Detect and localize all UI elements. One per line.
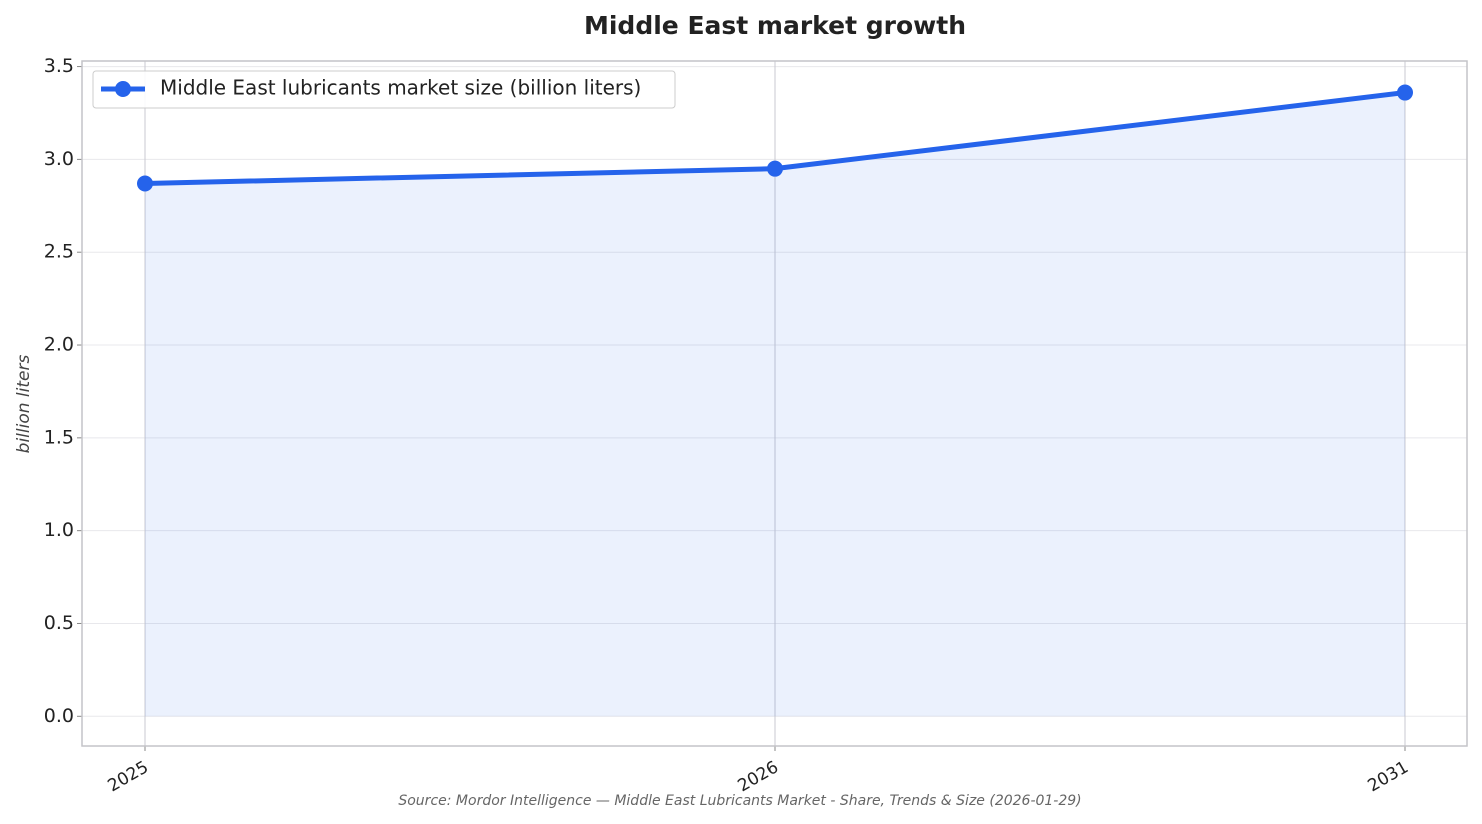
area	[145, 92, 1405, 717]
legend-box	[92, 70, 676, 109]
y-tick-label: 3.5	[44, 55, 74, 77]
chart-title: Middle East market growth	[584, 11, 966, 40]
point	[137, 175, 153, 192]
point	[1397, 84, 1413, 101]
legend-marker	[115, 81, 131, 97]
y-tick-label: 2.0	[44, 334, 74, 356]
y-tick-label: 0.5	[44, 612, 74, 634]
plot-frame	[81, 60, 1468, 747]
legend: Middle East lubricants market size (bill…	[92, 70, 676, 109]
source-note: Source: Mordor Intelligence — Middle Eas…	[398, 793, 1081, 809]
x-tick-label: 2026	[735, 757, 782, 796]
y-tick-label: 0.0	[44, 705, 74, 727]
y-tick-label: 1.0	[44, 519, 74, 541]
x-tick-label: 2031	[1365, 757, 1412, 796]
y-axis-label: billion liters	[14, 355, 34, 454]
y-tick-label: 1.5	[44, 426, 74, 448]
point	[767, 160, 783, 177]
y-tick-label: 2.5	[44, 241, 74, 263]
y-tick-label: 3.0	[44, 148, 74, 170]
x-tick-label: 2025	[105, 757, 152, 796]
legend-label: Middle East lubricants market size (bill…	[160, 76, 641, 100]
